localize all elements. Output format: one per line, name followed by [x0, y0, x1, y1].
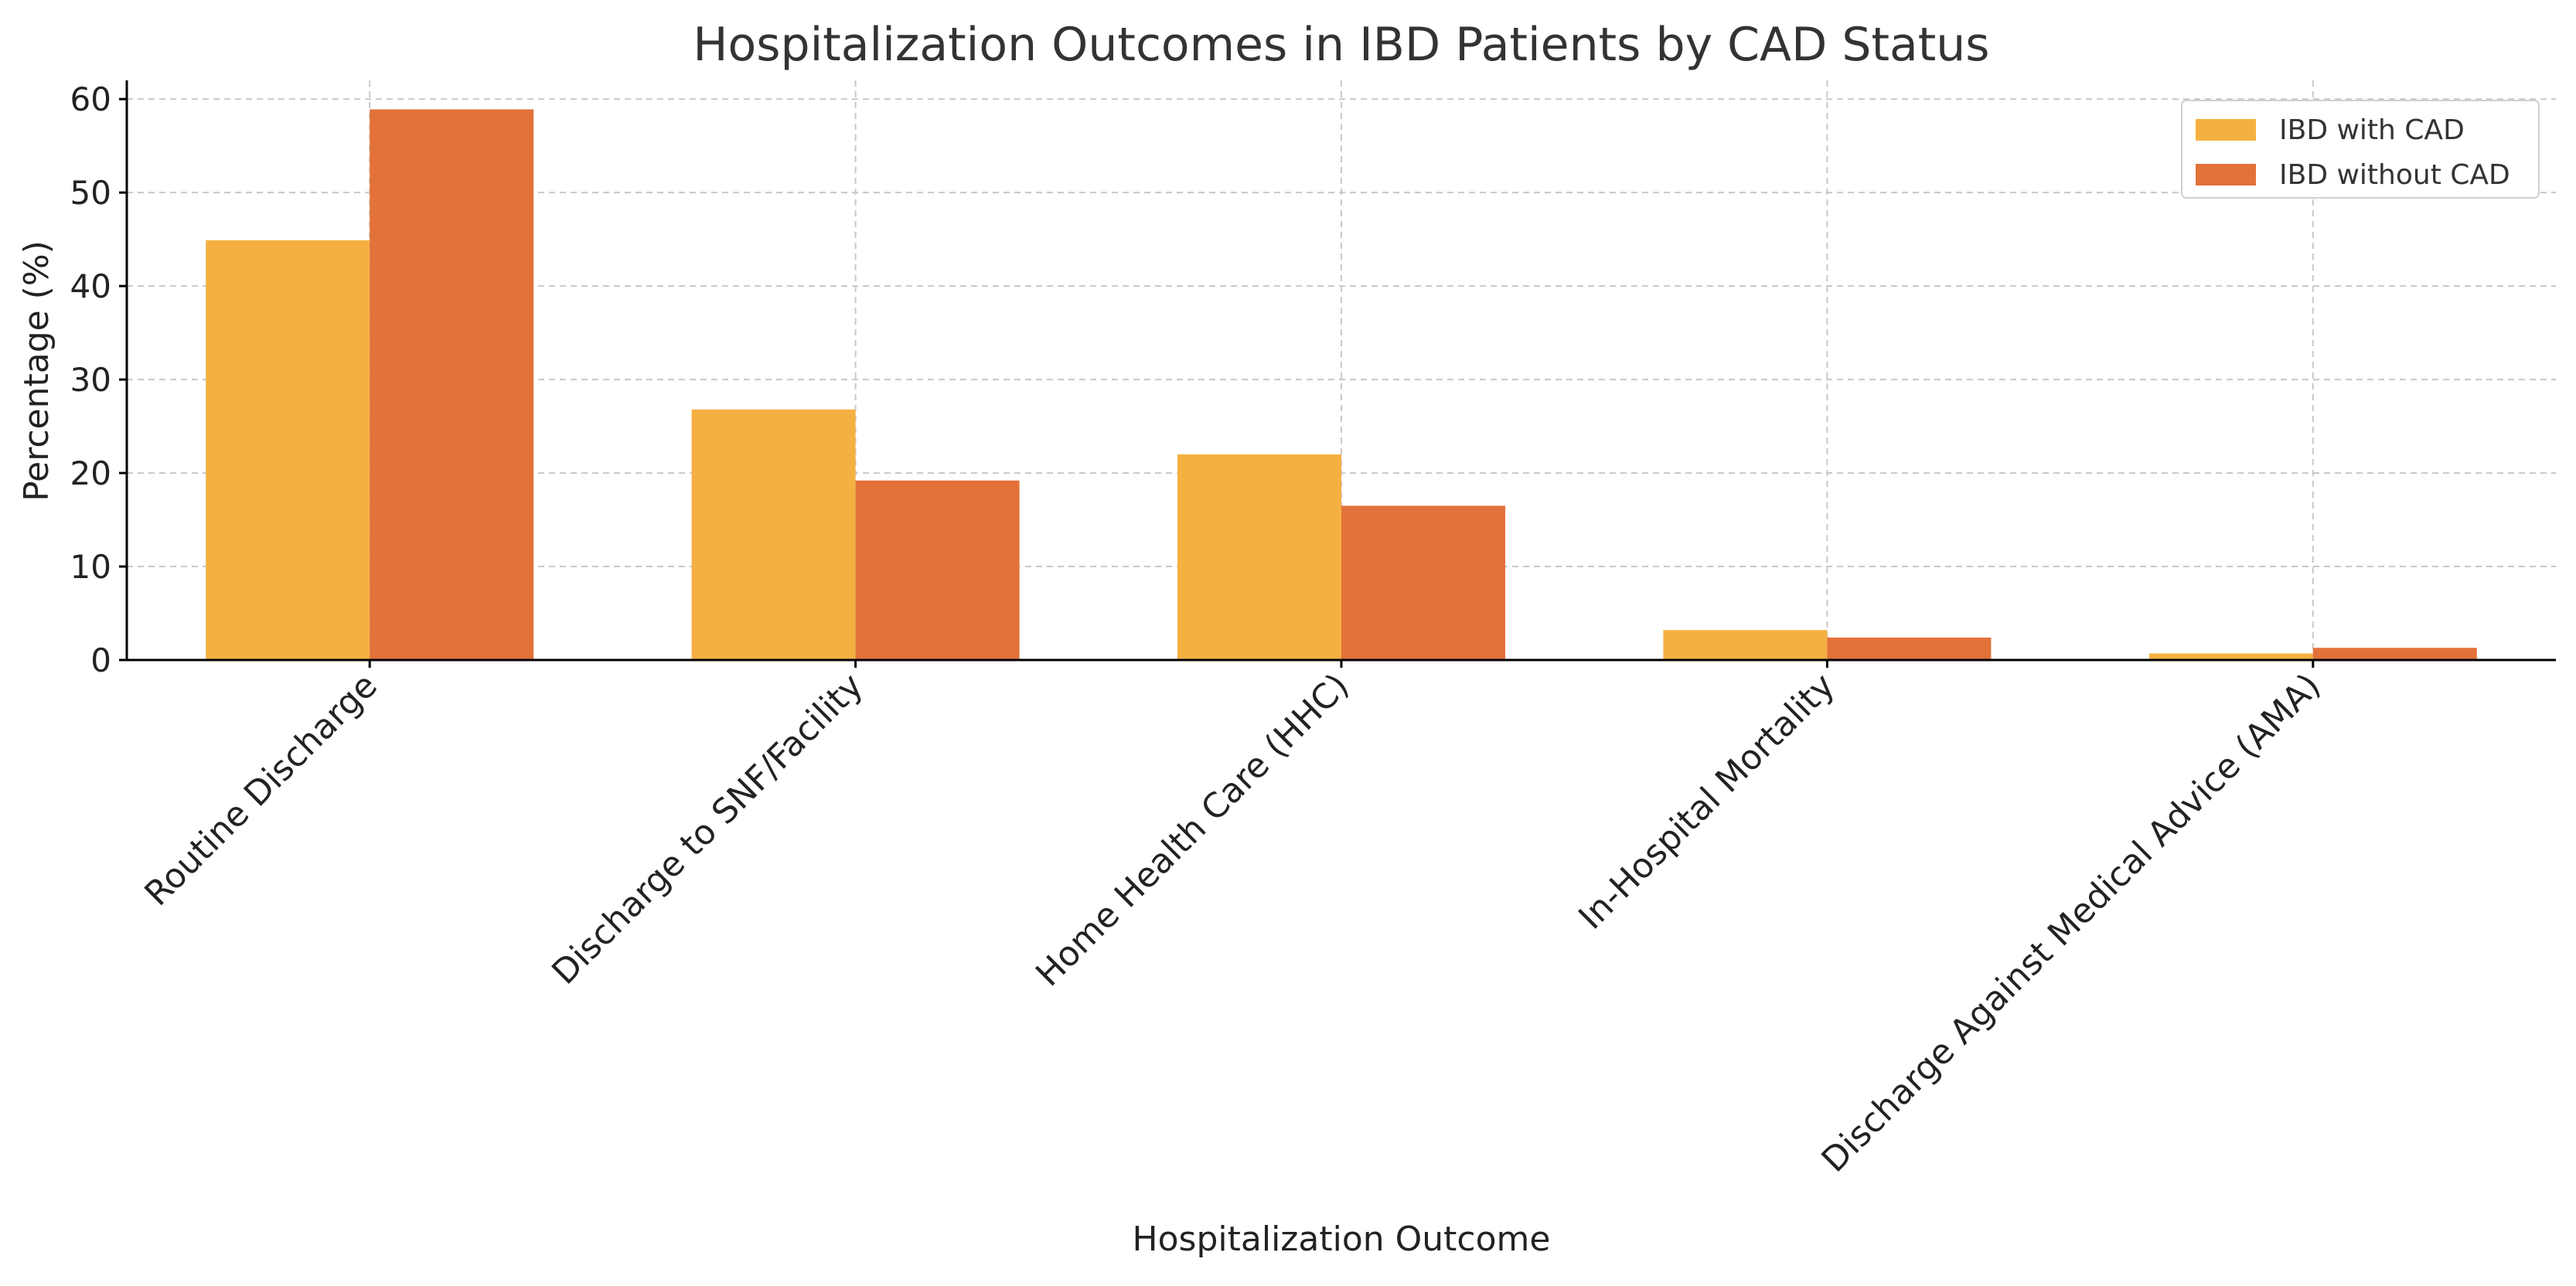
bar-ibd-with-cad — [1177, 454, 1341, 660]
x-axis-label: Hospitalization Outcome — [1133, 1220, 1551, 1259]
y-tick-label: 0 — [90, 641, 111, 679]
y-tick-label: 30 — [70, 361, 111, 399]
legend: IBD with CAD IBD without CAD — [2181, 100, 2540, 199]
bar-ibd-without-cad — [1341, 505, 1505, 660]
y-tick-label: 40 — [70, 267, 111, 305]
bar-ibd-without-cad — [855, 480, 1020, 660]
bar-ibd-with-cad — [2148, 653, 2313, 660]
x-tick-label: In-Hospital Mortality — [1571, 666, 1842, 937]
bar-ibd-without-cad — [1827, 637, 1992, 660]
x-tick-label: Discharge to SNF/Facility — [544, 666, 871, 992]
bar-ibd-with-cad — [1663, 630, 1828, 660]
legend-label: IBD with CAD — [2279, 114, 2465, 146]
x-tick-label: Routine Discharge — [138, 666, 385, 913]
bar-ibd-with-cad — [691, 409, 856, 660]
x-tick-label: Discharge Against Medical Advice (AMA) — [1814, 666, 2329, 1180]
x-tick-label: Home Health Care (HHC) — [1028, 666, 1357, 995]
legend-swatch — [2196, 119, 2256, 141]
bar-ibd-without-cad — [2312, 648, 2477, 660]
y-axis-label: Percentage (%) — [17, 240, 56, 502]
x-ticks: Routine Discharge Discharge to SNF/Facili… — [138, 660, 2329, 1180]
legend-box — [2181, 100, 2540, 199]
y-tick-label: 10 — [70, 548, 111, 586]
legend-label: IBD without CAD — [2279, 159, 2510, 191]
y-tick-label: 20 — [70, 454, 111, 492]
chart-title: Hospitalization Outcomes in IBD Patients… — [693, 18, 1989, 72]
bar-ibd-with-cad — [206, 240, 370, 660]
legend-swatch — [2196, 164, 2256, 185]
y-ticks: 0 10 20 30 40 50 60 — [70, 80, 127, 679]
bar-ibd-without-cad — [370, 109, 534, 660]
bars — [206, 109, 2477, 660]
y-tick-label: 50 — [70, 174, 111, 212]
y-tick-label: 60 — [70, 80, 111, 118]
